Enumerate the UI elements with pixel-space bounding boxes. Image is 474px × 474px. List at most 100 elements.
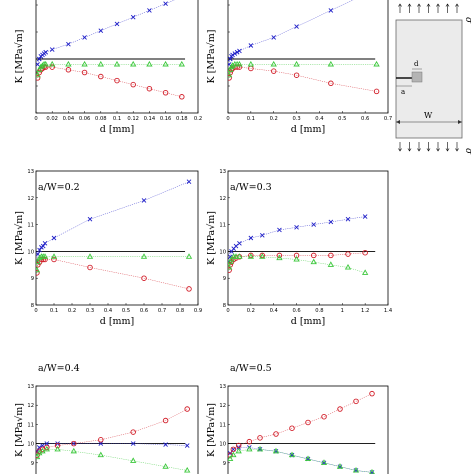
- data-point-triangle: [36, 453, 41, 460]
- data-point-triangle: [230, 451, 237, 458]
- data-point-triangle: [288, 451, 296, 458]
- data-point-triangle: [259, 253, 266, 259]
- stress-arrow-head: [436, 3, 440, 7]
- data-point-x: [40, 443, 45, 448]
- data-point-x: [43, 49, 49, 55]
- y-axis-label: K [MPa√m]: [206, 403, 217, 457]
- data-point-x: [163, 442, 168, 447]
- data-point-triangle: [49, 60, 56, 67]
- data-point-triangle: [162, 463, 169, 469]
- data-point-triangle: [228, 263, 233, 270]
- data-point-x: [49, 47, 55, 52]
- plot-content: [36, 0, 186, 100]
- data-point-x: [141, 198, 147, 203]
- x-tick-label: 0.2: [194, 116, 202, 122]
- data-point-circle: [130, 429, 136, 435]
- data-point-x: [259, 233, 265, 238]
- y-tick-label: 11: [27, 422, 34, 428]
- y-tick-label: 11: [219, 223, 226, 229]
- data-point-x: [44, 441, 50, 446]
- x-tick-label: 0.4: [104, 308, 113, 314]
- chart-panel-4: 0 0.2 0.4 0.6 0.8 1 1.2 1.4 8 9 10 11 12 13 d [mm] K [M…: [206, 169, 393, 327]
- plot-area: [227, 170, 389, 306]
- stress-arrow-head: [426, 148, 431, 152]
- data-point-triangle: [36, 266, 41, 273]
- data-point-x: [277, 227, 282, 233]
- data-point-circle: [98, 437, 104, 443]
- stress-arrow-head: [398, 3, 402, 7]
- data-point-triangle: [162, 60, 169, 67]
- data-point-x: [98, 28, 104, 33]
- data-point-x: [294, 24, 299, 29]
- data-point-triangle: [272, 447, 280, 454]
- x-tick-label: 0.6: [140, 308, 148, 314]
- data-point-triangle: [81, 60, 88, 67]
- x-tick-label: 0.1: [113, 116, 121, 122]
- x-tick-label: 0.1: [50, 308, 58, 314]
- series-line-3: [36, 256, 189, 271]
- series-line-3: [37, 64, 182, 76]
- y-tick-label: 13: [219, 384, 226, 390]
- data-point-circle: [328, 252, 334, 259]
- panel-label: a/W=0.2: [38, 182, 80, 193]
- x-tick-label: 0: [34, 116, 37, 122]
- data-point-circle: [293, 72, 300, 78]
- data-point-x: [328, 8, 334, 13]
- data-point-triangle: [54, 445, 61, 452]
- data-point-triangle: [36, 66, 43, 72]
- stress-arrows-top: [398, 3, 459, 13]
- x-tick-label: 0.1: [247, 116, 255, 122]
- stress-arrow-head: [417, 3, 421, 7]
- series-line-1: [36, 443, 188, 452]
- data-point-x: [87, 216, 93, 222]
- data-point-circle: [321, 413, 327, 420]
- y-tick-label: 12: [219, 403, 226, 409]
- data-point-circle: [273, 431, 279, 437]
- y-tick-label: 12: [27, 196, 34, 202]
- x-axis-label: d [mm]: [291, 124, 326, 135]
- x-tick-label: 0.6: [292, 308, 300, 314]
- x-tick-label: 0.2: [68, 308, 76, 314]
- x-tick-label: 0.8: [315, 308, 323, 314]
- data-point-triangle: [113, 60, 121, 67]
- stress-label-top: σ: [463, 17, 473, 24]
- data-point-x: [163, 1, 168, 6]
- data-point-circle: [130, 81, 136, 88]
- y-tick-label: 9: [31, 276, 34, 282]
- data-point-triangle: [270, 60, 277, 67]
- data-point-triangle: [246, 445, 253, 452]
- data-point-circle: [179, 94, 185, 100]
- plot-content: [228, 0, 380, 95]
- x-tick-label: 0.4: [315, 116, 324, 122]
- x-tick-label: 0: [226, 308, 229, 314]
- data-point-triangle: [327, 60, 335, 67]
- data-point-x: [40, 243, 46, 249]
- data-point-circle: [44, 444, 50, 451]
- data-point-triangle: [97, 451, 104, 458]
- chart-panel-3: 0 0.1 0.2 0.3 0.4 0.5 0.6 0.7 0.8 0.9 8 9 10 11 12 13 d …: [14, 169, 202, 327]
- data-point-x: [248, 235, 254, 241]
- y-tick-label: 13: [27, 169, 34, 175]
- series-line-3: [228, 256, 366, 274]
- data-point-triangle: [36, 258, 41, 265]
- series-line-1: [228, 0, 354, 65]
- data-point-circle: [36, 75, 41, 81]
- panel-label: a/W=0.4: [38, 363, 80, 374]
- data-point-circle: [236, 64, 243, 70]
- data-point-triangle: [50, 253, 58, 259]
- data-point-triangle: [256, 445, 264, 452]
- x-tick-label: 1.2: [361, 308, 369, 314]
- x-tick-label: 0: [226, 116, 229, 122]
- dim-w-label: W: [424, 111, 433, 120]
- data-point-circle: [289, 425, 295, 431]
- y-tick-label: 11: [219, 422, 226, 428]
- x-tick-label: 0.08: [95, 116, 107, 122]
- y-tick-label: 10: [219, 442, 226, 448]
- data-point-x: [82, 35, 87, 40]
- data-point-x: [130, 441, 136, 446]
- data-point-x: [147, 8, 152, 13]
- x-axis-label: d [mm]: [100, 124, 135, 135]
- x-tick-label: 0.14: [144, 116, 156, 122]
- data-point-x: [232, 51, 238, 56]
